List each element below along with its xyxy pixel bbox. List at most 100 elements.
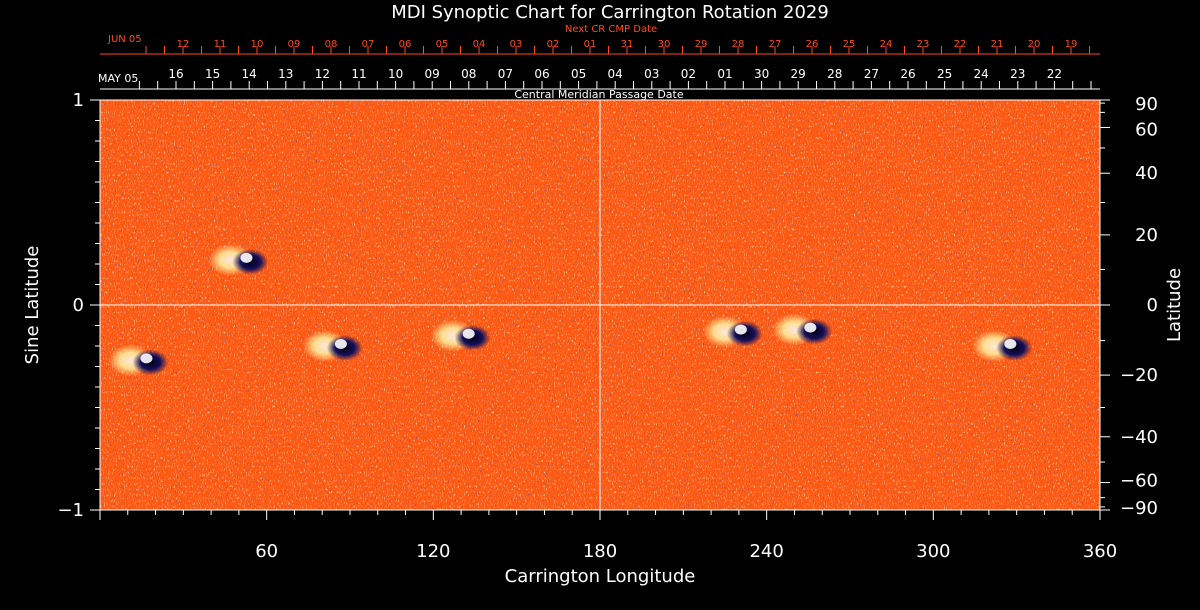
active-region [972, 330, 1033, 362]
next-cmp-date-label: 27 [769, 39, 782, 50]
cmp-axis-title: Central Meridian Passage Date [514, 88, 683, 101]
longitude-axis: 60 120 180 240 300 360 [99, 510, 1117, 562]
x-tick-label: 120 [416, 541, 450, 562]
active-region [302, 330, 363, 362]
x-tick-label: 300 [916, 541, 950, 562]
cmp-date-label: 22 [1047, 67, 1062, 81]
next-cmp-date-label: 25 [843, 39, 856, 50]
cmp-date-label: 07 [498, 67, 513, 81]
cmp-date-label: 25 [937, 67, 952, 81]
cmp-start-label: MAY 05 [98, 72, 138, 85]
lat-tick-label: 40 [1135, 163, 1158, 184]
next-cmp-date-label: 02 [547, 39, 560, 50]
x-tick-label: 240 [749, 541, 783, 562]
next-cmp-date-label: 06 [399, 39, 412, 50]
lat-tick-label: 20 [1135, 225, 1158, 246]
cmp-date-label: 01 [717, 67, 732, 81]
lat-tick-label: −40 [1120, 427, 1158, 448]
chart-title: MDI Synoptic Chart for Carrington Rotati… [391, 2, 829, 23]
next-cmp-date-label: 11 [214, 39, 227, 50]
next-cmp-date-label: 10 [251, 39, 264, 50]
next-cmp-start-label: JUN 05 [107, 34, 142, 45]
y-tick-label: 0 [73, 295, 84, 316]
active-region [430, 319, 491, 352]
cmp-date-label: 14 [242, 67, 257, 81]
active-region [702, 315, 763, 348]
cmp-date-label: 30 [754, 67, 769, 81]
cmp-date-label: 04 [608, 67, 623, 81]
next-cmp-date-label: 08 [325, 39, 338, 50]
next-cmp-date-label: 30 [658, 39, 671, 50]
next-cmp-date-label: 04 [473, 39, 486, 50]
cmp-date-label: 05 [571, 67, 586, 81]
next-cmp-date-label: 31 [621, 39, 634, 50]
x-tick-label: 360 [1083, 541, 1117, 562]
bright-core [240, 252, 253, 263]
next-cmp-axis: 12 11 10 09 08 07 06 05 04 03 02 01 31 30 29 28 27 26 25 24… [100, 39, 1100, 55]
cmp-axis: 16 15 14 13 12 11 10 09 08 07 06 05 04 03 02 01 30 29 28 27… [100, 67, 1100, 90]
next-cmp-date-label: 09 [288, 39, 301, 50]
cmp-date-label: 10 [388, 67, 403, 81]
cmp-date-label: 12 [315, 67, 330, 81]
bright-core [140, 353, 153, 364]
cmp-date-label: 15 [205, 67, 220, 81]
cmp-date-label: 27 [864, 67, 879, 81]
lat-tick-label: −60 [1120, 471, 1158, 492]
next-cmp-date-label: 24 [880, 39, 893, 50]
next-cmp-date-label: 01 [584, 39, 597, 50]
cmp-date-label: 29 [791, 67, 806, 81]
next-cmp-axis-title: Next CR CMP Date [565, 24, 657, 35]
negative-polarity-patch [232, 248, 269, 275]
negative-polarity-patch [726, 320, 763, 347]
lat-tick-label: −20 [1120, 365, 1158, 386]
cmp-date-label: 02 [681, 67, 696, 81]
active-region [108, 344, 169, 377]
bright-core [734, 324, 747, 335]
cmp-date-label: 03 [644, 67, 659, 81]
lat-tick-label: 90 [1135, 94, 1158, 115]
next-cmp-date-label: 20 [1028, 39, 1041, 50]
next-cmp-date-label: 03 [510, 39, 523, 50]
cmp-date-label: 08 [461, 67, 476, 81]
cmp-date-label: 28 [827, 67, 842, 81]
lat-tick-label: 60 [1135, 119, 1158, 140]
cmp-date-label: 13 [278, 67, 293, 81]
negative-polarity-patch [132, 349, 169, 376]
latitude-axis: 90 60 40 20 0 −20 −40 −60 −90 [1099, 94, 1158, 519]
next-cmp-date-label: 05 [436, 39, 449, 50]
next-cmp-date-label: 28 [732, 39, 745, 50]
bright-core [804, 322, 817, 333]
x-axis-label: Carrington Longitude [505, 566, 696, 587]
x-tick-label: 60 [255, 541, 278, 562]
negative-polarity-patch [796, 318, 833, 345]
bright-core [1004, 339, 1017, 349]
active-regions [108, 243, 1033, 377]
active-region [208, 243, 269, 276]
cmp-date-label: 23 [1010, 67, 1025, 81]
y-axis-left-label: Sine Latitude [22, 246, 43, 365]
sine-latitude-axis: 1 0 −1 [57, 90, 100, 521]
negative-polarity-patch [454, 324, 491, 351]
next-cmp-date-label: 21 [991, 39, 1004, 50]
lat-tick-label: 0 [1147, 295, 1158, 316]
next-cmp-date-label: 29 [695, 39, 708, 50]
gridlines [100, 100, 1100, 510]
plot-area [99, 99, 1101, 511]
negative-polarity-patch [326, 335, 363, 361]
next-cmp-date-label: 07 [362, 39, 375, 50]
cmp-date-label: 11 [351, 67, 366, 81]
next-cmp-date-label: 26 [806, 39, 819, 50]
lat-tick-label: −90 [1120, 498, 1158, 519]
y-tick-label: −1 [57, 500, 84, 521]
active-region [772, 313, 833, 346]
y-axis-right-label: Latitude [1164, 268, 1185, 342]
cmp-date-label: 09 [425, 67, 440, 81]
bright-core [334, 339, 347, 349]
cmp-date-label: 24 [974, 67, 989, 81]
next-cmp-date-label: 22 [954, 39, 967, 50]
cmp-date-label: 16 [168, 67, 183, 81]
bright-core [462, 328, 475, 339]
y-tick-label: 1 [73, 90, 84, 111]
next-cmp-date-label: 19 [1065, 39, 1078, 50]
